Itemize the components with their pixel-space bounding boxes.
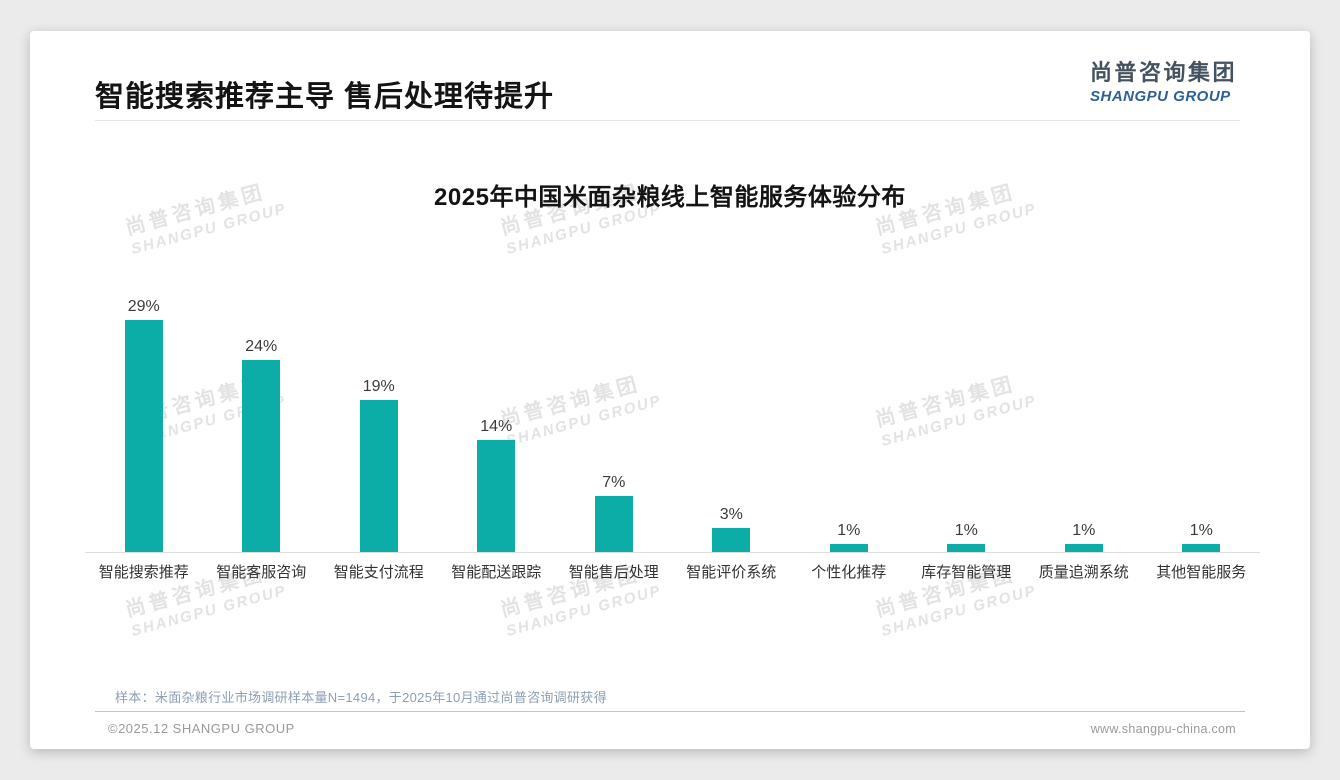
sample-note: 样本：米面杂粮行业市场调研样本量N=1494，于2025年10月通过尚普咨询调研…	[115, 690, 607, 705]
bar-group: 7%	[555, 293, 673, 552]
footer-divider	[95, 711, 1245, 712]
bar	[947, 544, 986, 552]
bar-group: 24%	[203, 293, 321, 552]
bar-value-label: 3%	[719, 506, 743, 523]
category-label: 智能支付流程	[333, 564, 424, 581]
bar-group: 14%	[438, 293, 556, 552]
bar	[594, 496, 633, 552]
category-axis: 智能搜索推荐 智能客服咨询 智能支付流程 智能配送跟踪 智能售后处理 智能评价系统 个性化推…	[85, 561, 1260, 582]
bar	[242, 360, 281, 552]
category-label: 智能售后处理	[568, 564, 659, 581]
logo-chinese-text: 尚普咨询集团	[1090, 60, 1238, 85]
category-label: 智能搜索推荐	[98, 564, 189, 581]
category-label: 质量追溯系统	[1038, 564, 1129, 581]
bar-group: 3%	[673, 293, 791, 552]
bar-group: 1%	[1143, 293, 1261, 552]
bar-group: 1%	[1025, 293, 1143, 552]
bar-value-label: 1%	[1072, 522, 1096, 539]
bar-value-label: 1%	[954, 522, 978, 539]
bar	[829, 544, 868, 552]
bar-group: 29%	[85, 293, 203, 552]
bar-value-label: 7%	[602, 474, 626, 491]
bar	[1182, 544, 1221, 552]
bar	[359, 400, 398, 552]
bar	[124, 320, 163, 552]
bar-chart-plot-area: 29% 24% 19% 14% 7% 3% 1% 1% 1% 1%	[85, 293, 1260, 553]
bar-value-label: 29%	[127, 298, 160, 315]
bar-group: 19%	[320, 293, 438, 552]
bar-value-label: 1%	[1189, 522, 1213, 539]
company-logo: 尚普咨询集团 SHANGPU GROUP	[1090, 55, 1242, 105]
bar-value-label: 1%	[837, 522, 861, 539]
footer-website-url: www.shangpu-china.com	[1090, 722, 1236, 736]
category-label: 智能客服咨询	[216, 564, 307, 581]
category-label: 其他智能服务	[1156, 564, 1247, 581]
logo-english-text: SHANGPU GROUP	[1090, 88, 1231, 105]
header-divider	[95, 120, 1240, 121]
footer-copyright: ©2025.12 SHANGPU GROUP	[108, 721, 295, 736]
chart-title: 2025年中国米面杂粮线上智能服务体验分布	[434, 184, 906, 211]
bar	[712, 528, 751, 552]
bar-value-label: 24%	[245, 338, 278, 355]
category-label: 库存智能管理	[921, 564, 1012, 581]
bar	[1064, 544, 1103, 552]
bar-value-label: 14%	[480, 418, 513, 435]
category-label: 智能评价系统	[686, 564, 777, 581]
slide-card: 尚普咨询集团 SHANGPU GROUP 尚普咨询集团 SHANGPU GROUP 尚普…	[30, 31, 1310, 749]
page-title: 智能搜索推荐主导 售后处理待提升	[95, 81, 555, 113]
bar-value-label: 19%	[362, 378, 395, 395]
bar-group: 1%	[790, 293, 908, 552]
category-label: 个性化推荐	[811, 564, 887, 581]
bar	[477, 440, 516, 552]
category-label: 智能配送跟踪	[451, 564, 542, 581]
bar-group: 1%	[908, 293, 1026, 552]
